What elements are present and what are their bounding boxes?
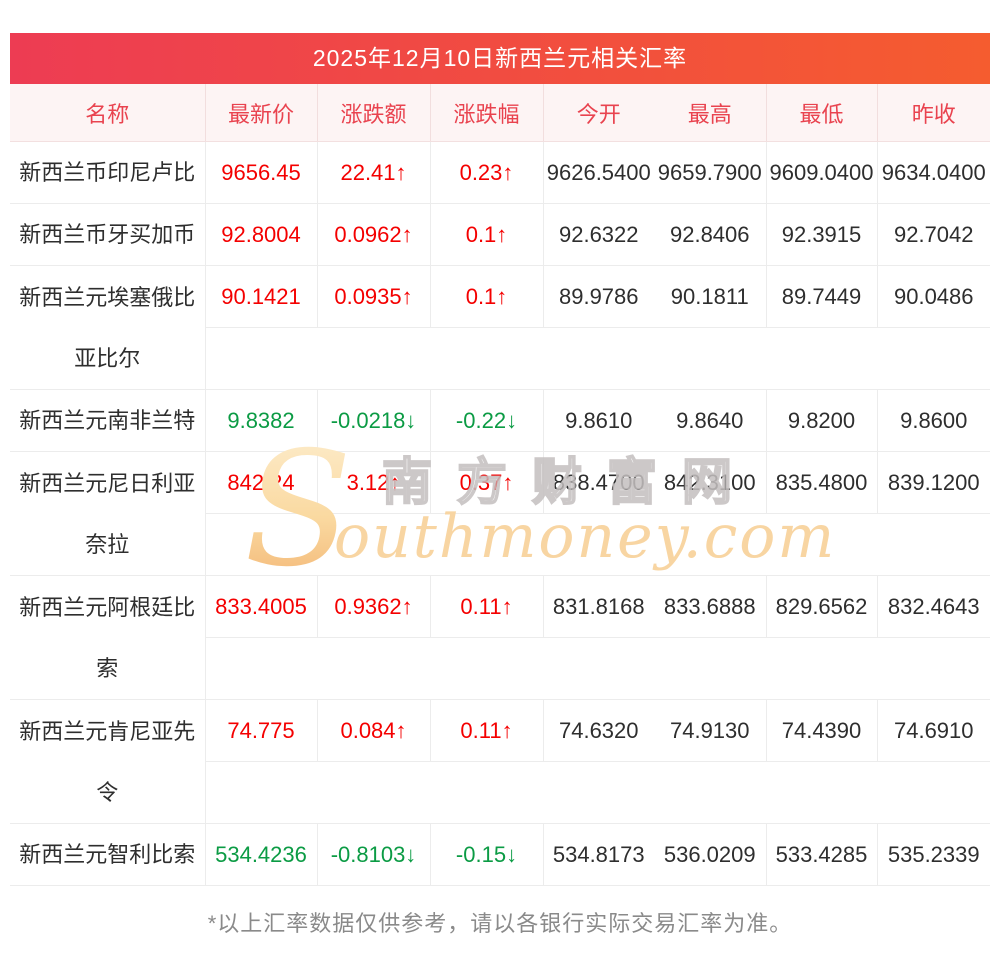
table-body: 新西兰币印尼卢比 9656.45 22.41↑ 0.23↑ 9626.5400 9659.…: [10, 141, 990, 886]
empty-filler-cell: [205, 761, 990, 824]
column-header-high: 最高: [654, 84, 767, 142]
column-header-latest: 最新价: [205, 84, 318, 142]
table-row: 新西兰元肯尼亚先令 74.775 0.084↑ 0.11↑ 74.6320 74.9130…: [10, 699, 990, 824]
cell-prev_close: 9634.0400: [877, 141, 990, 204]
cell-low: 533.4285: [766, 823, 878, 886]
cell-open: 831.8168: [543, 575, 654, 638]
cell-open: 74.6320: [543, 699, 654, 762]
empty-filler-cell: [205, 327, 990, 390]
cell-latest: 833.4005: [205, 575, 318, 638]
cell-open: 534.8173: [543, 823, 654, 886]
table-row: 新西兰元南非兰特 9.8382 -0.0218↓ -0.22↓ 9.8610 9.8640…: [10, 389, 990, 452]
empty-filler-cell: [205, 513, 990, 576]
table-header: 名称 最新价 涨跌额 涨跌幅 今开 最高 最低 昨收: [10, 84, 990, 142]
cell-change_pct: 0.23↑: [430, 141, 544, 204]
currency-pair-name: 新西兰元肯尼亚先令: [10, 699, 206, 824]
cell-change_pct: -0.15↓: [430, 823, 544, 886]
cell-low: 829.6562: [766, 575, 878, 638]
cell-prev_close: 90.0486: [877, 265, 990, 328]
cell-high: 842.3100: [654, 451, 767, 514]
currency-pair-name: 新西兰元南非兰特: [10, 389, 206, 452]
cell-latest: 9656.45: [205, 141, 318, 204]
column-header-name: 名称: [10, 84, 206, 142]
cell-change_pct: 0.1↑: [430, 203, 544, 266]
table-row: 新西兰币牙买加币 92.8004 0.0962↑ 0.1↑ 92.6322 92.8406…: [10, 203, 990, 266]
cell-latest: 90.1421: [205, 265, 318, 328]
column-header-change: 涨跌额: [317, 84, 431, 142]
cell-change_pct: 0.11↑: [430, 575, 544, 638]
cell-prev_close: 74.6910: [877, 699, 990, 762]
page-title: 2025年12月10日新西兰元相关汇率: [10, 33, 990, 84]
cell-change_pct: 0.11↑: [430, 699, 544, 762]
column-header-prev_close: 昨收: [877, 84, 990, 142]
table-row: 新西兰元尼日利亚奈拉 842.24 3.12↑ 0.37↑ 838.4700 842.31…: [10, 451, 990, 576]
cell-high: 90.1811: [654, 265, 767, 328]
cell-high: 92.8406: [654, 203, 767, 266]
cell-prev_close: 832.4643: [877, 575, 990, 638]
cell-open: 9.8610: [543, 389, 654, 452]
cell-prev_close: 92.7042: [877, 203, 990, 266]
empty-filler-cell: [205, 637, 990, 700]
cell-change_pct: 0.37↑: [430, 451, 544, 514]
cell-change_pct: -0.22↓: [430, 389, 544, 452]
currency-pair-name: 新西兰币牙买加币: [10, 203, 206, 266]
cell-change: -0.0218↓: [317, 389, 431, 452]
cell-high: 536.0209: [654, 823, 767, 886]
currency-pair-name: 新西兰币印尼卢比: [10, 141, 206, 204]
cell-change: 0.9362↑: [317, 575, 431, 638]
header-row: 名称 最新价 涨跌额 涨跌幅 今开 最高 最低 昨收: [10, 84, 990, 142]
cell-change: 0.084↑: [317, 699, 431, 762]
currency-pair-name: 新西兰元埃塞俄比亚比尔: [10, 265, 206, 390]
table-row: 新西兰元埃塞俄比亚比尔 90.1421 0.0935↑ 0.1↑ 89.9786 90.1…: [10, 265, 990, 390]
rates-table: 名称 最新价 涨跌额 涨跌幅 今开 最高 最低 昨收 新西兰币印尼卢比 9656.45 22.41…: [10, 84, 990, 886]
cell-high: 9.8640: [654, 389, 767, 452]
cell-latest: 74.775: [205, 699, 318, 762]
cell-change: 0.0935↑: [317, 265, 431, 328]
table-row-overflow: [10, 327, 990, 390]
table-row-overflow: [10, 761, 990, 824]
cell-open: 9626.5400: [543, 141, 654, 204]
cell-high: 9659.7900: [654, 141, 767, 204]
currency-pair-name: 新西兰元阿根廷比索: [10, 575, 206, 700]
disclaimer-text: *以上汇率数据仅供参考，请以各银行实际交易汇率为准。: [207, 911, 793, 936]
rates-panel: 2025年12月10日新西兰元相关汇率 名称 最新价 涨跌额 涨跌幅 今开 最高 最低 昨收 …: [10, 33, 990, 886]
cell-change: 0.0962↑: [317, 203, 431, 266]
cell-open: 92.6322: [543, 203, 654, 266]
cell-high: 74.9130: [654, 699, 767, 762]
cell-change: 22.41↑: [317, 141, 431, 204]
cell-latest: 534.4236: [205, 823, 318, 886]
cell-low: 835.4800: [766, 451, 878, 514]
cell-change: -0.8103↓: [317, 823, 431, 886]
column-header-change_pct: 涨跌幅: [430, 84, 544, 142]
cell-prev_close: 839.1200: [877, 451, 990, 514]
cell-open: 838.4700: [543, 451, 654, 514]
cell-low: 74.4390: [766, 699, 878, 762]
cell-change: 3.12↑: [317, 451, 431, 514]
cell-prev_close: 535.2339: [877, 823, 990, 886]
currency-pair-name: 新西兰元智利比索: [10, 823, 206, 886]
cell-latest: 842.24: [205, 451, 318, 514]
table-row-overflow: [10, 637, 990, 700]
currency-pair-name: 新西兰元尼日利亚奈拉: [10, 451, 206, 576]
cell-low: 9609.0400: [766, 141, 878, 204]
cell-latest: 9.8382: [205, 389, 318, 452]
cell-low: 92.3915: [766, 203, 878, 266]
cell-open: 89.9786: [543, 265, 654, 328]
cell-low: 9.8200: [766, 389, 878, 452]
cell-latest: 92.8004: [205, 203, 318, 266]
cell-high: 833.6888: [654, 575, 767, 638]
table-row-overflow: [10, 513, 990, 576]
column-header-open: 今开: [543, 84, 654, 142]
table-row: 新西兰币印尼卢比 9656.45 22.41↑ 0.23↑ 9626.5400 9659.…: [10, 141, 990, 204]
column-header-low: 最低: [766, 84, 878, 142]
table-row: 新西兰元智利比索 534.4236 -0.8103↓ -0.15↓ 534.8173 53…: [10, 823, 990, 886]
cell-change_pct: 0.1↑: [430, 265, 544, 328]
cell-prev_close: 9.8600: [877, 389, 990, 452]
cell-low: 89.7449: [766, 265, 878, 328]
table-row: 新西兰元阿根廷比索 833.4005 0.9362↑ 0.11↑ 831.8168 833…: [10, 575, 990, 700]
